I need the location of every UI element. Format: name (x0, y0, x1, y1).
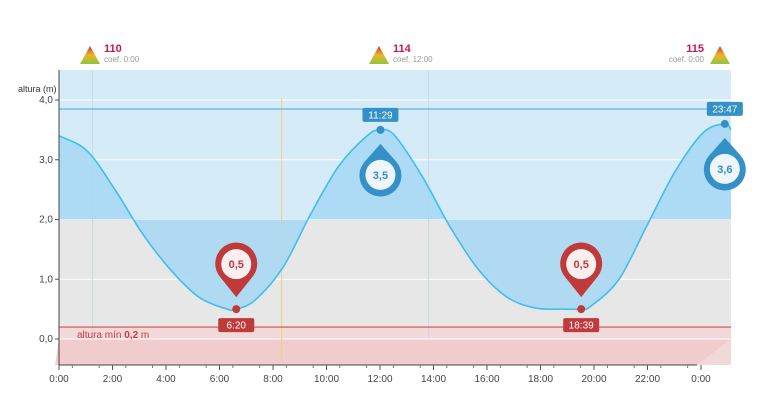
extreme-point (376, 125, 385, 134)
pin-inner (221, 249, 252, 280)
pin-inner (365, 159, 396, 190)
coefficient-label: coef. 12:00 (393, 55, 433, 64)
y-tick-label: 0,0 (39, 334, 53, 345)
x-tick-label: 8:00 (263, 374, 283, 385)
extreme-time-box (706, 101, 743, 116)
x-tick-label: 12:00 (367, 374, 392, 385)
x-tick-label: 0:00 (49, 374, 69, 385)
x-tick-label: 4:00 (156, 374, 176, 385)
y-tick-label: 4,0 (39, 95, 53, 106)
extreme-time-box (362, 107, 399, 122)
y-tick-label: 1,0 (39, 274, 53, 285)
x-tick-label: 2:00 (103, 374, 123, 385)
coefficient-value: 115 (686, 43, 704, 55)
y-axis-label: altura (m) (18, 84, 57, 94)
x-tick-label: 6:00 (210, 374, 230, 385)
extreme-point (720, 119, 729, 128)
extreme-time-label: 18:39 (569, 321, 594, 332)
y-tick-label: 2,0 (39, 215, 53, 226)
extreme-time-box (218, 318, 255, 333)
extreme-time-label: 6:20 (227, 321, 247, 332)
x-tick-label: 14:00 (421, 374, 446, 385)
coefficient-value: 110 (104, 43, 122, 55)
extreme-value-label: 3,6 (717, 164, 732, 176)
axes: 0,0 1,0 2,0 3,0 4,0 0:00 2:00 4:00 6:00 8:00 10:00… (39, 70, 711, 385)
extreme-point (577, 305, 586, 314)
x-tick-label: 20:00 (581, 374, 606, 385)
coefficient-label: coef. 0:00 (669, 55, 705, 64)
coefficient-value: 114 (393, 43, 412, 55)
coefficient-triangle-icon (369, 46, 389, 64)
extreme-value-label: 0,5 (229, 259, 244, 271)
x-tick-label: 18:00 (528, 374, 553, 385)
extreme-time-label: 23:47 (712, 104, 737, 115)
floor (55, 339, 731, 365)
x-tick-label: 22:00 (635, 374, 660, 385)
tide-curve (58, 123, 732, 312)
pin-inner (709, 153, 740, 184)
x-tick-label: 10:00 (314, 374, 339, 385)
y-tick-label: 3,0 (39, 155, 53, 166)
coefficient-label: coef. 0:00 (104, 55, 140, 64)
min-height-label: altura mín 0,2 m (77, 330, 149, 341)
extreme-time-label: 11:29 (368, 110, 393, 121)
x-tick-label: 16:00 (474, 374, 499, 385)
pin-inner (566, 249, 597, 280)
extreme-point (232, 305, 241, 314)
extreme-value-label: 0,5 (574, 259, 589, 271)
coefficient-triangle-icon (80, 46, 100, 64)
extreme-markers: 6:20 0,5 11:29 3,5 18:39 0,5 23:47 3,6 (215, 101, 746, 333)
extreme-value-label: 3,5 (373, 170, 388, 182)
coefficient-triangle-icon (710, 46, 730, 64)
x-tick-label: 0:00 (691, 374, 711, 385)
extreme-time-box (563, 318, 600, 333)
